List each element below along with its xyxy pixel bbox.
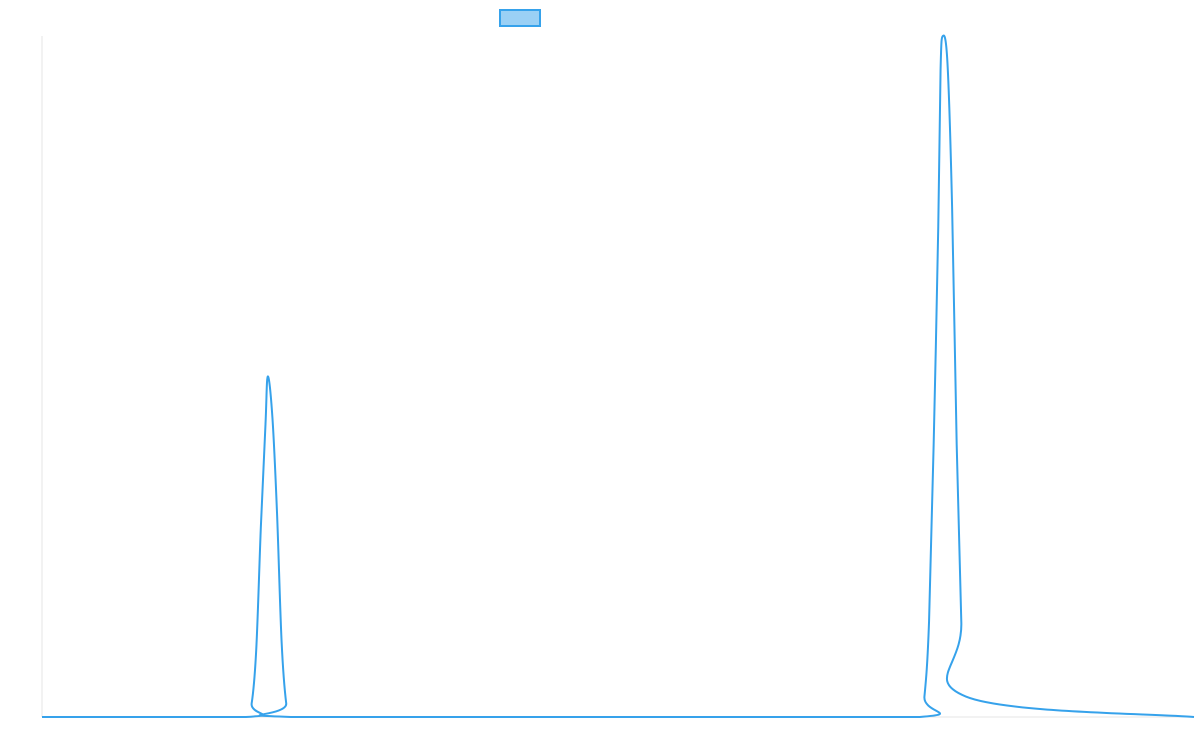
legend-swatch-0[interactable] bbox=[499, 9, 541, 27]
series-line-0 bbox=[41, 34, 1195, 719]
legend[interactable] bbox=[499, 9, 541, 27]
series-layer bbox=[41, 34, 1195, 719]
